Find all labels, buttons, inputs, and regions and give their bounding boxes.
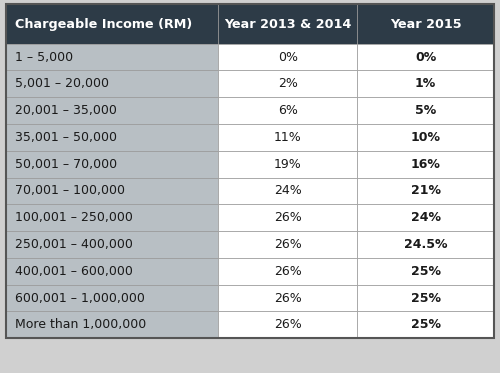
Text: 10%: 10% <box>410 131 440 144</box>
Bar <box>6 258 218 285</box>
Bar <box>358 151 494 178</box>
Bar <box>218 258 358 285</box>
Bar <box>358 97 494 124</box>
Text: 26%: 26% <box>274 211 301 224</box>
Text: 1 – 5,000: 1 – 5,000 <box>15 50 73 63</box>
Bar <box>218 44 358 70</box>
Text: 250,001 – 400,000: 250,001 – 400,000 <box>15 238 133 251</box>
Bar <box>218 70 358 97</box>
Bar <box>358 4 494 44</box>
Text: 0%: 0% <box>278 50 298 63</box>
Bar <box>6 231 218 258</box>
Bar <box>358 311 494 338</box>
Text: 20,001 – 35,000: 20,001 – 35,000 <box>15 104 117 117</box>
Bar <box>218 231 358 258</box>
Text: 5%: 5% <box>415 104 436 117</box>
Bar <box>218 124 358 151</box>
Text: 24%: 24% <box>410 211 440 224</box>
Text: 26%: 26% <box>274 265 301 278</box>
Text: 19%: 19% <box>274 158 301 171</box>
Bar <box>6 151 218 178</box>
Text: 2%: 2% <box>278 77 298 90</box>
Text: 50,001 – 70,000: 50,001 – 70,000 <box>15 158 117 171</box>
Bar <box>6 311 218 338</box>
Bar <box>218 311 358 338</box>
Bar <box>218 285 358 311</box>
Bar <box>6 124 218 151</box>
Bar <box>358 124 494 151</box>
Bar <box>358 70 494 97</box>
Text: 24%: 24% <box>274 184 301 197</box>
Text: 100,001 – 250,000: 100,001 – 250,000 <box>15 211 133 224</box>
Bar <box>6 204 218 231</box>
Text: 26%: 26% <box>274 318 301 331</box>
Bar <box>6 70 218 97</box>
Bar <box>218 151 358 178</box>
Bar <box>6 44 218 70</box>
Bar <box>218 97 358 124</box>
Text: 35,001 – 50,000: 35,001 – 50,000 <box>15 131 117 144</box>
Bar <box>358 285 494 311</box>
Text: Year 2013 & 2014: Year 2013 & 2014 <box>224 18 352 31</box>
Bar <box>358 258 494 285</box>
Text: 70,001 – 100,000: 70,001 – 100,000 <box>15 184 125 197</box>
Text: 1%: 1% <box>415 77 436 90</box>
Text: 0%: 0% <box>415 50 436 63</box>
Bar <box>218 4 358 44</box>
Text: 21%: 21% <box>410 184 440 197</box>
Text: 5,001 – 20,000: 5,001 – 20,000 <box>15 77 109 90</box>
Text: 400,001 – 600,000: 400,001 – 600,000 <box>15 265 133 278</box>
Text: 11%: 11% <box>274 131 301 144</box>
Text: 600,001 – 1,000,000: 600,001 – 1,000,000 <box>15 292 145 305</box>
Bar <box>218 204 358 231</box>
Text: More than 1,000,000: More than 1,000,000 <box>15 318 146 331</box>
Bar <box>6 4 494 338</box>
Bar <box>358 231 494 258</box>
Text: 25%: 25% <box>410 265 440 278</box>
Bar <box>358 178 494 204</box>
Bar <box>6 285 218 311</box>
Bar <box>6 97 218 124</box>
Text: 26%: 26% <box>274 238 301 251</box>
Bar <box>218 178 358 204</box>
Text: 26%: 26% <box>274 292 301 305</box>
Text: 24.5%: 24.5% <box>404 238 448 251</box>
Text: 16%: 16% <box>410 158 440 171</box>
Text: 25%: 25% <box>410 292 440 305</box>
Bar <box>358 204 494 231</box>
Bar <box>6 178 218 204</box>
Text: 6%: 6% <box>278 104 298 117</box>
Text: Chargeable Income (RM): Chargeable Income (RM) <box>15 18 192 31</box>
Text: Year 2015: Year 2015 <box>390 18 462 31</box>
Text: 25%: 25% <box>410 318 440 331</box>
Bar <box>358 44 494 70</box>
Bar <box>6 4 218 44</box>
